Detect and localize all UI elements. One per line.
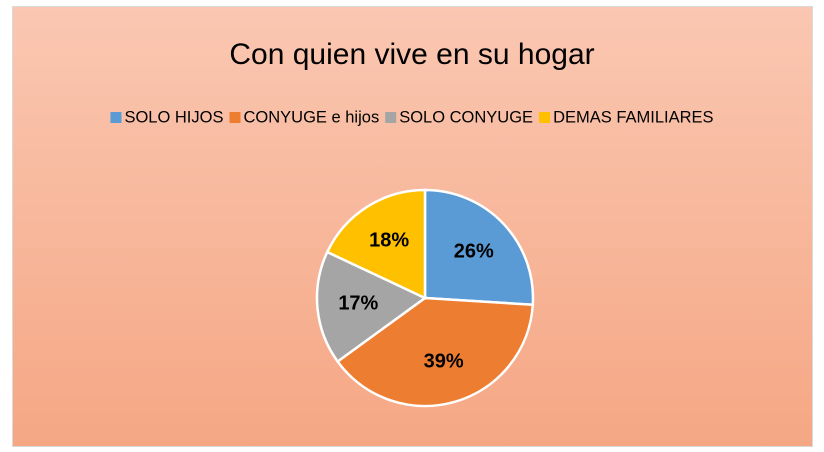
data-label: 17% — [338, 293, 378, 315]
pie-slice — [423, 188, 535, 307]
data-label: 26% — [454, 240, 494, 262]
legend-swatch — [229, 112, 241, 123]
legend-swatch — [110, 112, 122, 123]
data-label: 18% — [369, 230, 409, 252]
legend-label: SOLO CONYUGE — [399, 108, 533, 126]
chart-title: Con quien vive en su hogar — [229, 38, 594, 71]
legend: SOLO HIJOS CONYUGE e hijos SOLO CONYUGE DEM… — [110, 108, 714, 126]
legend-swatch — [539, 112, 551, 123]
legend-label: DEMAS FAMILIARES — [553, 108, 713, 126]
data-label: 39% — [424, 351, 464, 373]
legend-label: CONYUGE e hijos — [243, 108, 379, 126]
pie-slice — [315, 250, 428, 364]
legend-label: SOLO HIJOS — [124, 108, 223, 126]
pie-slice — [325, 188, 427, 300]
pie-slice — [335, 296, 535, 408]
legend-swatch — [385, 112, 397, 123]
